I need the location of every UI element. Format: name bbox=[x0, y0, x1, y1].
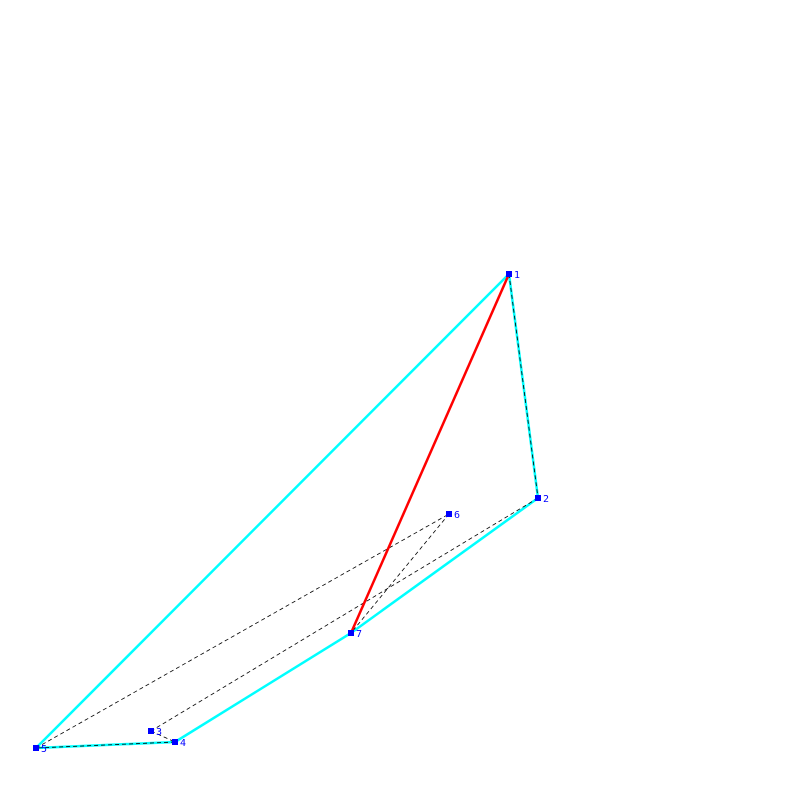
highlight-edges bbox=[349, 273, 511, 634]
dashed-edges bbox=[35, 273, 539, 749]
vertices bbox=[33, 271, 541, 751]
vertex-marker-1 bbox=[506, 271, 512, 277]
dashed-edge-2-3 bbox=[150, 497, 539, 732]
vertex-marker-3 bbox=[148, 728, 154, 734]
hull-edge-5-1 bbox=[35, 273, 510, 749]
vertex-label-3: 3 bbox=[156, 727, 162, 738]
hull-edge-7-4 bbox=[174, 631, 352, 744]
dashed-edge-1-2 bbox=[508, 273, 539, 499]
dashed-edge-6-7 bbox=[350, 513, 450, 634]
vertex-label-1: 1 bbox=[514, 270, 520, 281]
vertex-labels: 1 2 3 4 5 6 7 bbox=[41, 270, 549, 755]
dashed-edge-5-6 bbox=[35, 513, 450, 749]
vertex-label-2: 2 bbox=[543, 494, 549, 505]
vertex-label-7: 7 bbox=[356, 629, 362, 640]
vertex-marker-6 bbox=[446, 511, 452, 517]
vertex-marker-2 bbox=[535, 495, 541, 501]
vertex-marker-7 bbox=[348, 630, 354, 636]
highlight-edge-1-7 bbox=[349, 273, 511, 634]
hull-edge-4-5 bbox=[35, 740, 176, 750]
vertex-label-6: 6 bbox=[454, 510, 460, 521]
hull-edge-2-7 bbox=[350, 496, 539, 635]
dashed-edge-4-5 bbox=[35, 741, 176, 749]
dashed-edge-3-4 bbox=[150, 730, 176, 743]
vertex-marker-4 bbox=[172, 739, 178, 745]
vertex-marker-5 bbox=[33, 745, 39, 751]
vertex-label-5: 5 bbox=[41, 744, 47, 755]
vertex-label-4: 4 bbox=[180, 738, 186, 749]
hull-edges bbox=[35, 273, 540, 750]
